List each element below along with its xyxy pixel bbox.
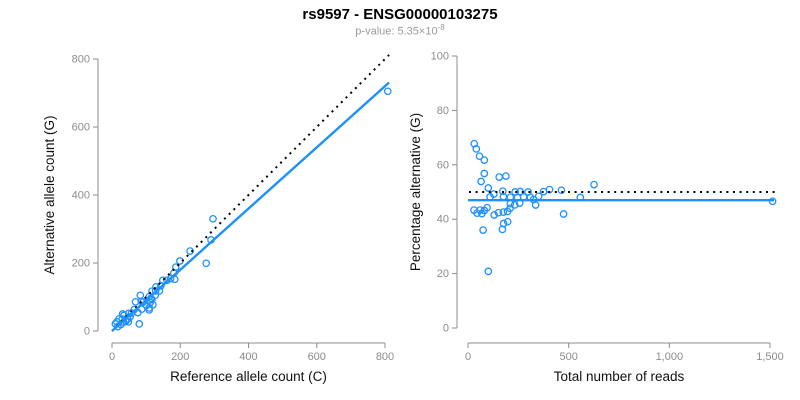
data-point <box>149 300 157 309</box>
data-point <box>480 156 489 164</box>
x-axis-title: Reference allele count (C) <box>170 369 327 384</box>
y-tick-label: 40 <box>437 214 449 226</box>
data-point <box>506 204 514 213</box>
data-point <box>135 320 144 328</box>
x-axis: 0 200 400 600 800 <box>109 342 394 363</box>
x-tick-label: 400 <box>239 351 257 363</box>
plot-subtitle: p-value: 5.35×10-8 <box>0 23 800 38</box>
plot-title: rs9597 - ENSG00000103275 <box>302 6 498 23</box>
data-point <box>475 152 484 161</box>
data-point <box>590 180 598 189</box>
data-point <box>483 203 491 212</box>
pvalue-label: p-value: <box>355 25 398 38</box>
data-point <box>472 145 481 153</box>
x-tick-label: 1,500 <box>756 351 784 363</box>
data-point <box>494 208 503 217</box>
data-point <box>498 225 507 234</box>
data-point <box>477 177 485 186</box>
y-tick-label: 80 <box>437 105 449 117</box>
data-point <box>495 173 504 181</box>
data-point <box>484 267 493 276</box>
data-point <box>559 210 568 218</box>
data-point <box>490 211 499 219</box>
y-axis: 0 200 400 600 800 <box>72 54 99 338</box>
fit-line <box>111 81 390 332</box>
y-tick-label: 0 <box>84 326 90 338</box>
x-tick-label: 200 <box>171 351 189 363</box>
data-point <box>498 187 507 196</box>
data-point <box>151 287 160 295</box>
data-point <box>479 226 487 234</box>
x-tick-label: 600 <box>308 351 326 363</box>
x-tick-label: 0 <box>109 351 115 363</box>
x-axis-title: Total number of reads <box>554 369 685 384</box>
y-tick-label: 60 <box>437 159 449 171</box>
x-tick-label: 0 <box>465 351 471 363</box>
data-point <box>209 214 217 223</box>
data-point <box>137 305 146 314</box>
y-tick-label: 400 <box>72 190 90 202</box>
y-axis-title: Percentage alternative (G) <box>408 113 423 271</box>
data-point <box>480 169 489 178</box>
x-tick-label: 1,000 <box>656 351 684 363</box>
data-points <box>470 139 777 276</box>
allele-count-scatter: 0 200 400 600 800 0 200 400 600 800 Reference alle… <box>42 54 394 385</box>
y-tick-label: 20 <box>437 268 449 280</box>
y-tick-label: 200 <box>72 258 90 270</box>
y-tick-label: 600 <box>72 122 90 134</box>
data-point <box>136 291 145 300</box>
data-point <box>171 263 180 271</box>
data-point <box>158 276 167 285</box>
data-point <box>503 217 512 226</box>
pvalue-exponent: -8 <box>437 23 445 32</box>
pvalue-mantissa: 5.35×10 <box>397 25 438 38</box>
data-point <box>531 201 540 209</box>
data-point <box>145 306 154 314</box>
y-tick-label: 800 <box>72 54 90 66</box>
data-point <box>383 87 392 96</box>
data-point <box>484 184 493 192</box>
data-point <box>202 259 211 268</box>
data-point <box>557 186 566 195</box>
y-axis-title: Alternative allele count (G) <box>42 115 57 274</box>
data-point <box>499 208 508 216</box>
data-point <box>476 206 484 214</box>
y-tick-label: 100 <box>431 51 449 63</box>
data-point <box>502 172 510 180</box>
x-axis: 0 500 1,000 1,500 <box>465 342 784 363</box>
percentage-scatter: 0 20 40 60 80 100 0 500 1,000 1,500 Total number o… <box>408 51 784 385</box>
y-axis: 0 20 40 60 80 100 <box>431 51 458 335</box>
x-tick-label: 500 <box>559 351 577 363</box>
data-point <box>124 317 133 326</box>
y-tick-label: 0 <box>443 323 449 335</box>
x-tick-label: 800 <box>376 351 394 363</box>
